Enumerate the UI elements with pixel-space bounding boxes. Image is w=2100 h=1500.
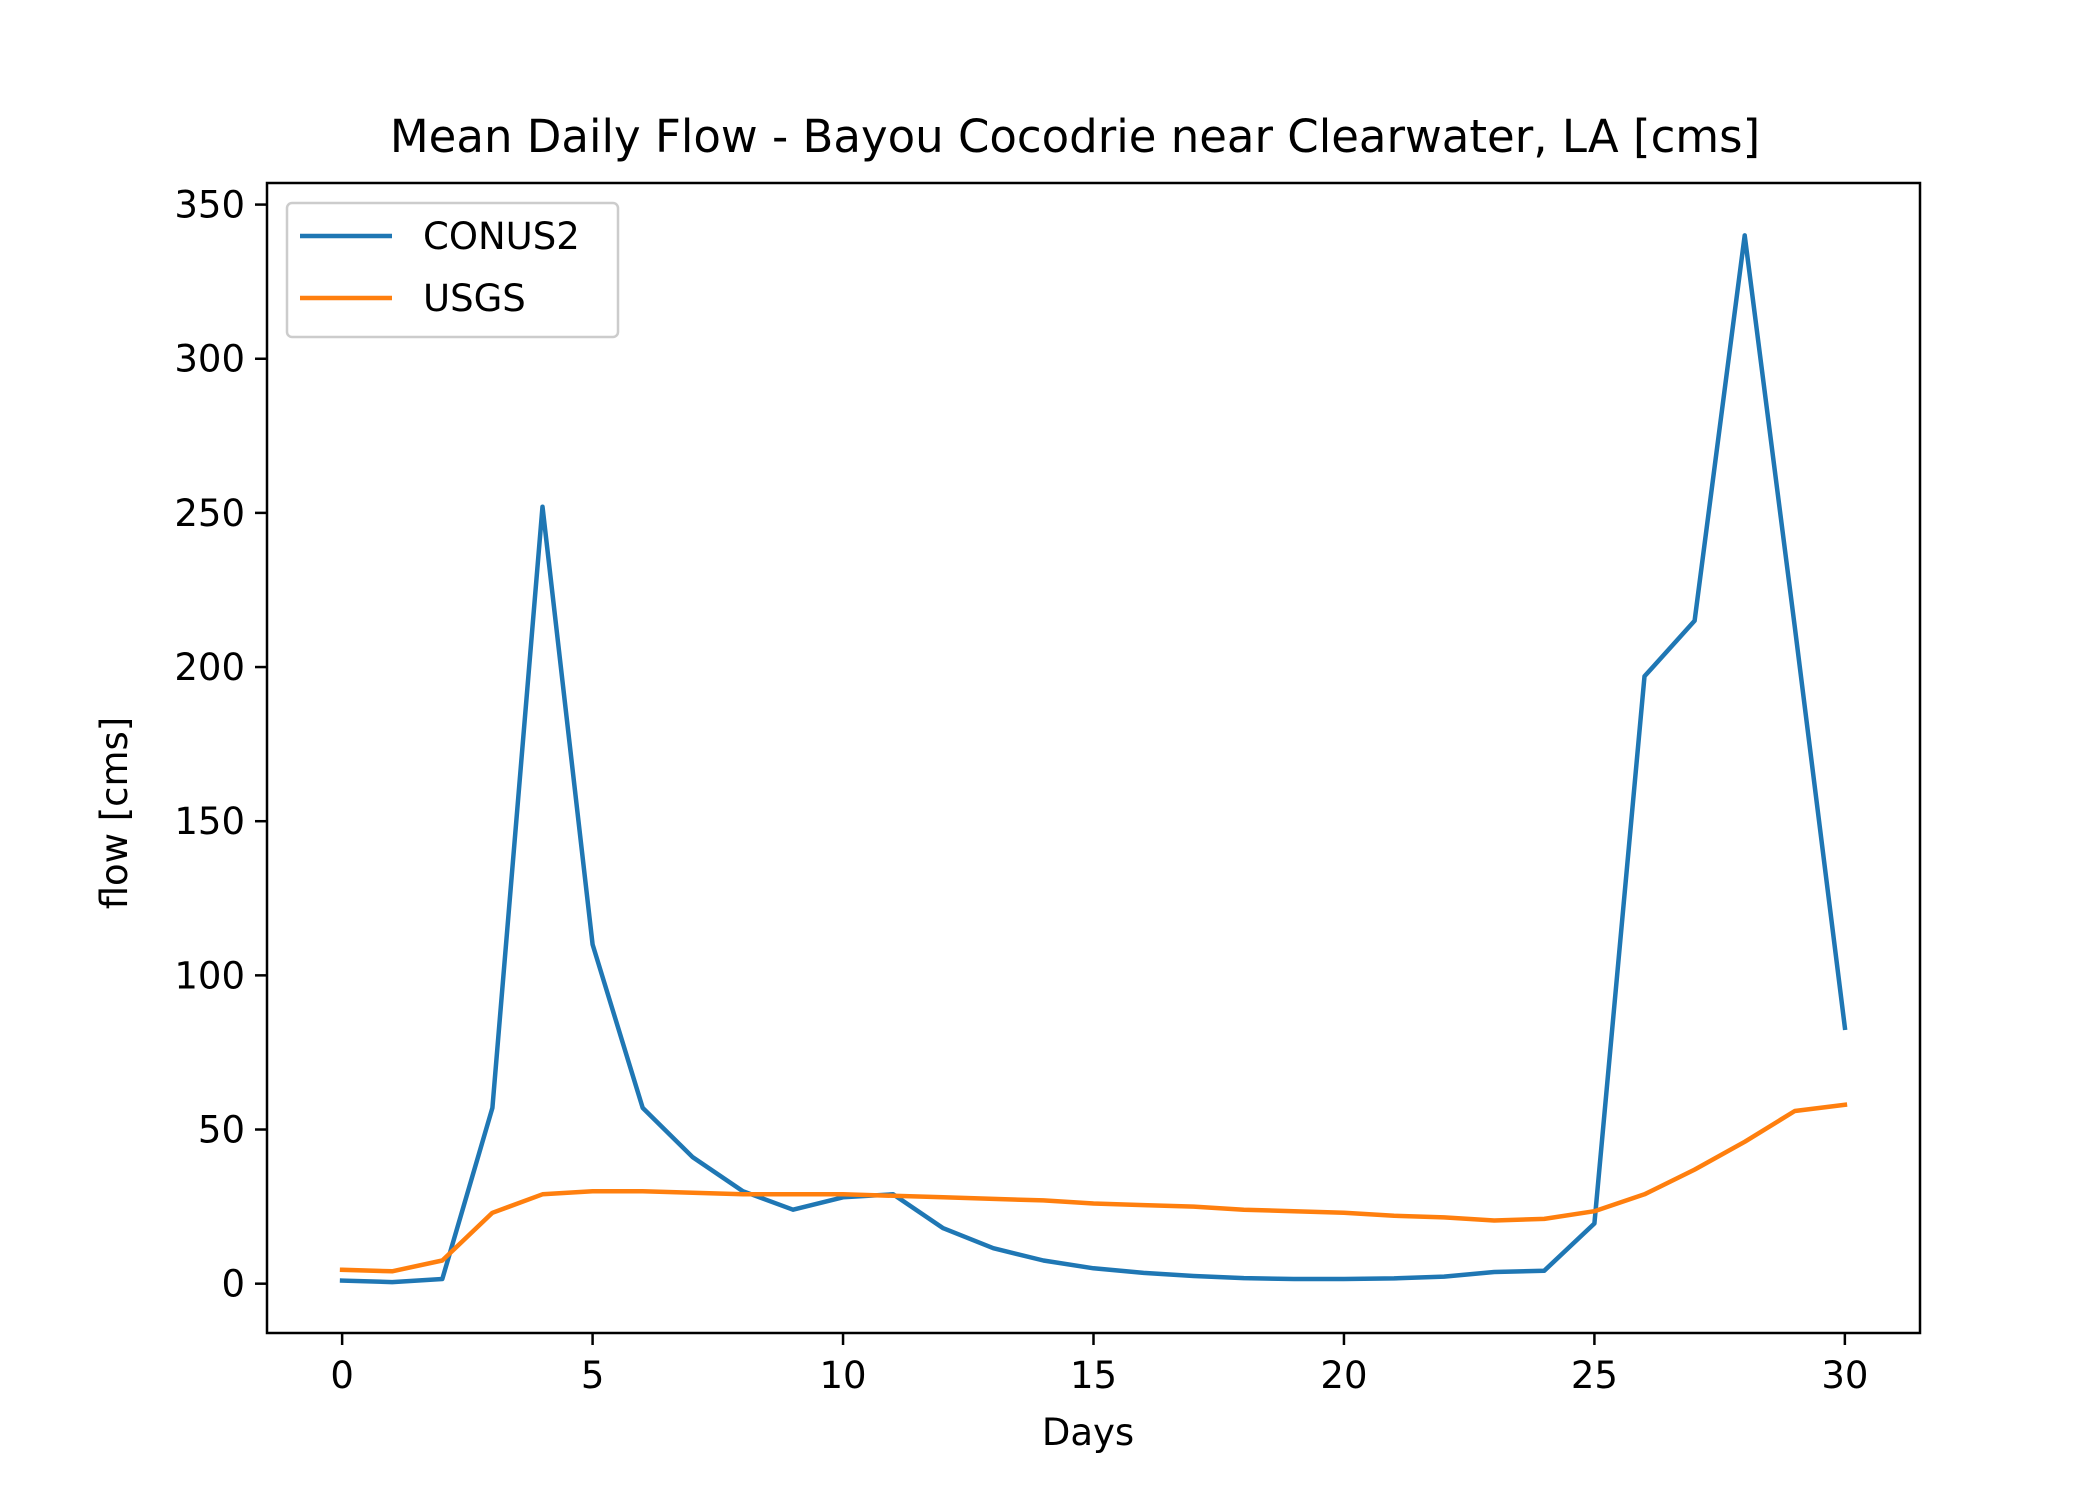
y-tick-label: 100 [174,954,245,997]
x-tick-label: 0 [330,1354,354,1397]
x-tick-label: 30 [1821,1354,1868,1397]
y-tick-label: 50 [198,1109,245,1152]
x-axis: 0 5 10 15 20 25 30 [330,1333,1868,1397]
series-line-usgs [339,1102,1848,1274]
y-axis: 0 50 100 150 200 250 300 350 [174,184,267,1306]
x-axis-label: Days [1042,1411,1134,1454]
axes-frame [265,181,1922,1335]
legend-label-conus2: CONUS2 [423,215,580,258]
plot-area: 0 50 100 150 200 250 300 350 0 5 10 15 20 25 30 [174,181,1922,1397]
y-tick-label: 300 [174,338,245,381]
x-tick-label: 20 [1320,1354,1367,1397]
y-tick-label: 0 [221,1263,245,1306]
x-tick-label: 5 [581,1354,605,1397]
legend-label-usgs: USGS [423,277,526,320]
chart-title: Mean Daily Flow - Bayou Cocodrie near Cl… [390,110,1760,163]
y-axis-label: flow [cms] [93,717,136,910]
x-tick-label: 25 [1571,1354,1618,1397]
y-tick-label: 250 [174,492,245,535]
series-line-conus2 [339,233,1848,1285]
y-tick-label: 350 [174,184,245,227]
y-tick-label: 150 [174,800,245,843]
x-tick-label: 10 [819,1354,866,1397]
legend: CONUS2 USGS [285,201,620,339]
y-tick-label: 200 [174,646,245,689]
x-tick-label: 15 [1070,1354,1117,1397]
series-lines [339,233,1848,1285]
